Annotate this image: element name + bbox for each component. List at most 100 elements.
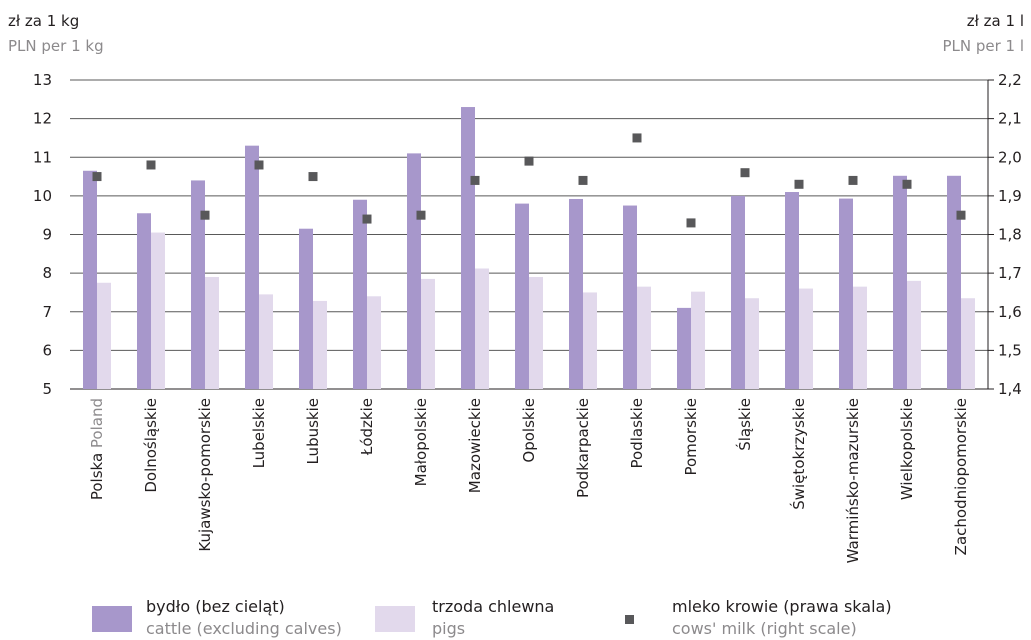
bar-cattle xyxy=(245,145,259,389)
bars xyxy=(83,107,975,389)
left-tick-label: 7 xyxy=(42,303,52,321)
category-label: Zachodniopomorskie xyxy=(952,398,970,555)
point-milk xyxy=(254,160,264,170)
bar-cattle xyxy=(515,203,529,389)
bar-cattle xyxy=(569,198,583,389)
legend-swatch-pigs xyxy=(375,606,415,632)
right-tick-label: 2,1 xyxy=(998,110,1022,128)
bar-cattle xyxy=(461,107,475,389)
point-milk xyxy=(956,210,966,220)
legend: bydło (bez cieląt) cattle (excluding cal… xyxy=(92,597,892,638)
point-milk xyxy=(632,133,642,143)
bar-pigs xyxy=(205,276,219,389)
right-axis-ticks: 1,4 1,5 1,6 1,7 1,8 1,9 2,0 2,1 2,2 xyxy=(987,71,1022,398)
right-tick-label: 1,8 xyxy=(998,226,1022,244)
category-label: Kujawsko-pomorskie xyxy=(196,398,214,552)
bar-cattle xyxy=(623,205,637,389)
point-milk xyxy=(794,179,804,189)
point-milk xyxy=(146,160,156,170)
bar-pigs xyxy=(907,280,921,389)
point-milk xyxy=(902,179,912,189)
category-label: Podkarpackie xyxy=(574,398,592,498)
category-label: Łódzkie xyxy=(358,398,376,456)
right-tick-label: 1,6 xyxy=(998,303,1022,321)
category-label: Świętokrzyskie xyxy=(789,398,808,510)
bar-cattle xyxy=(839,198,853,389)
point-milk xyxy=(848,175,858,185)
bar-pigs xyxy=(529,276,543,389)
bar-pigs xyxy=(97,282,111,389)
left-tick-label: 10 xyxy=(33,187,52,205)
left-tick-label: 12 xyxy=(33,110,52,128)
legend-label-pigs-en: pigs xyxy=(432,619,465,638)
legend-label-milk: mleko krowie (prawa skala) xyxy=(672,597,892,616)
point-milk xyxy=(524,156,534,166)
bar-pigs xyxy=(745,298,759,389)
point-milk xyxy=(200,210,210,220)
left-axis-ticks: 5 6 7 8 9 10 11 12 13 xyxy=(33,71,52,398)
bar-cattle xyxy=(893,175,907,389)
category-label: Lubelskie xyxy=(250,398,268,468)
bar-cattle xyxy=(407,153,421,389)
point-milk xyxy=(740,168,750,178)
category-label: Lubuskie xyxy=(304,398,322,465)
left-tick-label: 6 xyxy=(42,341,52,359)
left-axis-title: zł za 1 kg xyxy=(8,12,79,30)
point-milk xyxy=(308,172,318,182)
bar-pigs xyxy=(151,232,165,389)
bar-cattle xyxy=(137,213,151,389)
right-axis-title: zł za 1 l xyxy=(967,12,1024,30)
bar-cattle xyxy=(353,199,367,389)
bar-pigs xyxy=(637,286,651,389)
legend-label-milk-en: cows' milk (right scale) xyxy=(672,619,857,638)
bar-pigs xyxy=(313,300,327,389)
right-tick-label: 2,2 xyxy=(998,71,1022,89)
category-label: Dolnośląskie xyxy=(142,398,160,493)
point-milk xyxy=(578,175,588,185)
legend-label-pigs: trzoda chlewna xyxy=(432,597,554,616)
left-tick-label: 13 xyxy=(33,71,52,89)
legend-swatch-cattle xyxy=(92,606,132,632)
bar-pigs xyxy=(799,288,813,389)
category-label: Polska Poland xyxy=(88,398,106,500)
category-label: Podlaskie xyxy=(628,398,646,468)
bar-pigs xyxy=(475,268,489,389)
point-milk xyxy=(362,214,372,224)
point-milk xyxy=(416,210,426,220)
right-axis-subtitle: PLN per 1 l xyxy=(942,37,1024,55)
point-milk xyxy=(470,175,480,185)
bar-cattle xyxy=(677,307,691,389)
right-tick-label: 1,9 xyxy=(998,187,1022,205)
right-tick-label: 1,7 xyxy=(998,264,1022,282)
bar-pigs xyxy=(691,291,705,389)
point-milk xyxy=(686,218,696,228)
left-tick-label: 9 xyxy=(42,226,52,244)
right-tick-label: 1,5 xyxy=(998,341,1022,359)
category-label: Warmińsko-mazurskie xyxy=(844,398,862,563)
bar-cattle xyxy=(947,175,961,389)
right-tick-label: 1,4 xyxy=(998,380,1022,398)
bar-cattle xyxy=(785,192,799,389)
legend-label-cattle: bydło (bez cieląt) xyxy=(146,597,285,616)
bar-pigs xyxy=(259,294,273,389)
bar-cattle xyxy=(191,180,205,389)
category-label: Małopolskie xyxy=(412,398,430,486)
point-milk xyxy=(92,172,102,182)
category-labels: Polska Poland Dolnośląskie Kujawsko-pomors… xyxy=(88,398,970,563)
category-label: Opolskie xyxy=(520,398,538,463)
right-tick-label: 2,0 xyxy=(998,148,1022,166)
bar-pigs xyxy=(583,292,597,389)
category-label: Śląskie xyxy=(735,398,754,451)
bar-pigs xyxy=(961,298,975,389)
left-tick-label: 8 xyxy=(42,264,52,282)
bar-cattle xyxy=(83,170,97,389)
category-label: Pomorskie xyxy=(682,398,700,476)
category-label: Wielkopolskie xyxy=(898,398,916,500)
bar-cattle xyxy=(731,195,745,389)
milk-points xyxy=(92,133,966,228)
left-tick-label: 5 xyxy=(42,380,52,398)
left-axis-subtitle: PLN per 1 kg xyxy=(8,37,104,55)
bar-pigs xyxy=(421,278,435,389)
category-label: Mazowieckie xyxy=(466,398,484,493)
